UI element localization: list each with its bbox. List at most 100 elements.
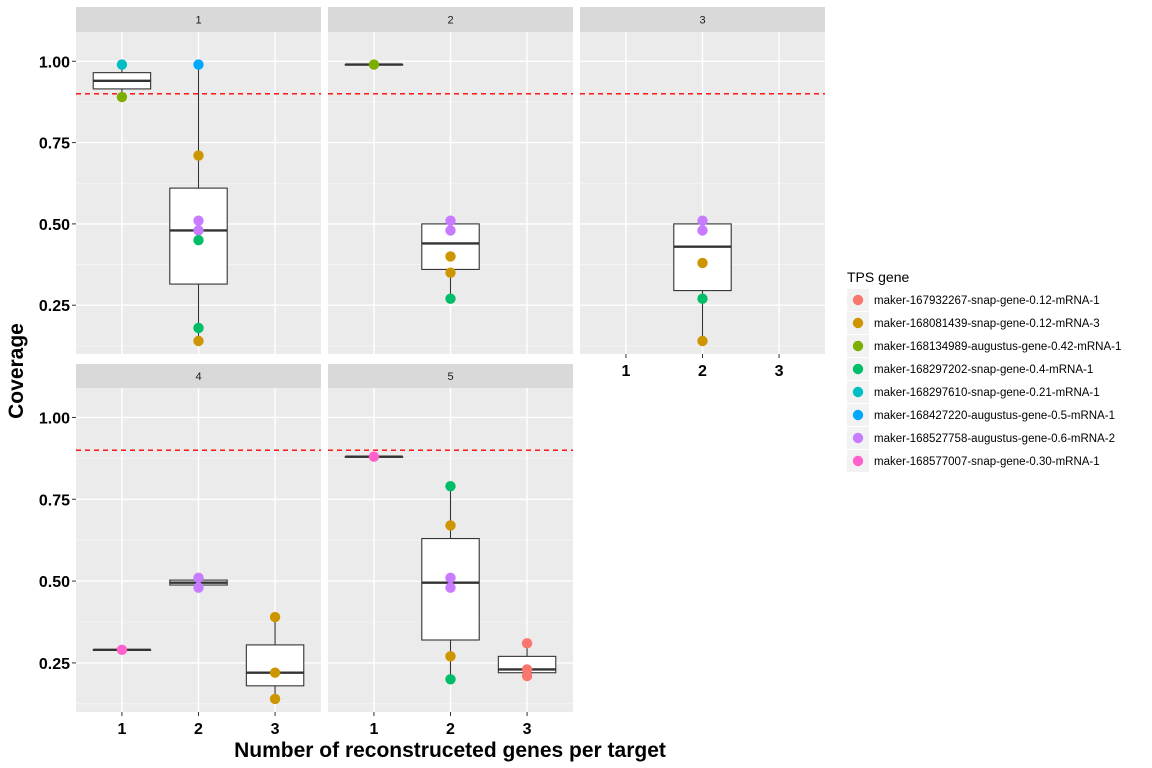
- data-point: [368, 59, 380, 70]
- data-point: [697, 215, 708, 226]
- y-tick-label: 1.00: [39, 54, 70, 71]
- facet-strip-label: 2: [447, 15, 453, 27]
- facet-strip: [580, 7, 825, 32]
- legend-label: maker-168081439-snap-gene-0.12-mRNA-3: [874, 318, 1100, 330]
- x-tick-label: 2: [194, 721, 203, 738]
- y-axis-title: Coverage: [5, 323, 28, 419]
- box-iqr: [245, 644, 305, 687]
- boxplot-box: [421, 486, 480, 680]
- data-point: [193, 225, 204, 236]
- facet-panel-4: 4: [76, 364, 321, 712]
- facet-panel-1: 1: [76, 7, 321, 354]
- data-point: [445, 572, 456, 584]
- legend: TPS gene maker-167932267-snap-gene-0.12-…: [847, 269, 1121, 472]
- data-point: [193, 322, 204, 334]
- legend-swatch: [852, 409, 864, 421]
- legend-label: maker-168297202-snap-gene-0.4-mRNA-1: [874, 364, 1093, 376]
- data-point: [193, 215, 204, 226]
- facet-panel-3: 3: [580, 7, 825, 354]
- y-tick-label: 0.75: [39, 136, 70, 153]
- data-point: [193, 572, 204, 584]
- y-tick-label: 0.50: [39, 217, 70, 234]
- legend-label: maker-168577007-snap-gene-0.30-mRNA-1: [874, 456, 1100, 468]
- facet-strip-label: 1: [195, 15, 201, 27]
- y-tick-label: 0.25: [39, 298, 70, 315]
- legend-label: maker-168134989-augustus-gene-0.42-mRNA-…: [874, 341, 1121, 353]
- y-tick-label: 1.00: [39, 410, 70, 427]
- legend-label: maker-167932267-snap-gene-0.12-mRNA-1: [874, 295, 1100, 307]
- facet-strip-label: 3: [699, 15, 705, 27]
- x-tick-label: 3: [523, 721, 532, 738]
- y-tick-label: 0.50: [39, 574, 70, 591]
- facet-strip-label: 4: [195, 371, 201, 383]
- legend-swatch: [852, 455, 864, 467]
- x-tick-label: 3: [271, 721, 280, 738]
- data-point: [193, 234, 204, 246]
- legend-label: maker-168527758-augustus-gene-0.6-mRNA-2: [874, 433, 1115, 445]
- data-point: [269, 667, 281, 678]
- x-tick-label: 3: [775, 363, 784, 380]
- data-point: [269, 693, 281, 705]
- facet-strip: [328, 364, 573, 388]
- legend-label: maker-168427220-augustus-gene-0.5-mRNA-1: [874, 410, 1115, 422]
- legend-swatch: [852, 386, 864, 398]
- y-tick-label: 0.25: [39, 656, 70, 673]
- legend-entry: maker-168527758-augustus-gene-0.6-mRNA-2: [847, 427, 1115, 449]
- data-point: [368, 451, 380, 462]
- legend-swatch: [852, 317, 864, 329]
- legend-swatch: [852, 294, 864, 306]
- data-point: [193, 335, 204, 347]
- data-point: [445, 582, 456, 593]
- data-point: [116, 91, 128, 103]
- facet-strip: [328, 7, 573, 32]
- data-point: [193, 582, 204, 593]
- legend-entry: maker-168577007-snap-gene-0.30-mRNA-1: [847, 450, 1100, 472]
- data-point: [445, 267, 456, 278]
- legend-entries: maker-167932267-snap-gene-0.12-mRNA-1 mak…: [847, 289, 1121, 472]
- x-axis-title: Number of reconstruceted genes per targe…: [234, 739, 666, 762]
- x-tick-label: 2: [446, 721, 455, 738]
- y-tick-label: 0.75: [39, 492, 70, 509]
- legend-swatch: [852, 340, 864, 352]
- boxplot-box: [245, 617, 305, 699]
- data-point: [445, 651, 456, 662]
- boxplot-box: [92, 64, 152, 98]
- data-point: [445, 674, 456, 685]
- facet-strip: [76, 364, 321, 388]
- data-point: [697, 293, 708, 304]
- data-point: [269, 611, 281, 623]
- legend-swatch: [852, 432, 864, 444]
- data-point: [116, 644, 128, 656]
- data-point: [193, 150, 204, 161]
- data-point: [445, 251, 456, 262]
- facet-panels: 1 2 3 4 5: [76, 7, 825, 712]
- legend-entry: maker-167932267-snap-gene-0.12-mRNA-1: [847, 289, 1100, 311]
- data-point: [697, 225, 708, 236]
- data-point: [697, 335, 708, 347]
- legend-title: TPS gene: [847, 269, 909, 285]
- legend-swatch: [852, 363, 864, 375]
- data-point: [116, 59, 128, 70]
- data-point: [193, 59, 204, 70]
- x-tick-label: 1: [621, 363, 630, 380]
- facet-panel-2: 2: [328, 7, 573, 354]
- data-point: [521, 670, 533, 682]
- axis-ticks: 0.25 0.50 0.75 1.00 0.25 0.50 0.75 1.00 1 2 3 1 2 3 1 2…: [39, 54, 784, 738]
- data-point: [445, 215, 456, 226]
- data-point: [445, 293, 456, 304]
- facet-panel-5: 5: [328, 364, 573, 712]
- legend-entry: maker-168297610-snap-gene-0.21-mRNA-1: [847, 381, 1100, 403]
- legend-entry: maker-168427220-augustus-gene-0.5-mRNA-1: [847, 404, 1115, 426]
- data-point: [445, 520, 456, 531]
- legend-entry: maker-168297202-snap-gene-0.4-mRNA-1: [847, 358, 1093, 380]
- data-point: [521, 638, 533, 649]
- legend-entry: maker-168081439-snap-gene-0.12-mRNA-3: [847, 312, 1100, 334]
- legend-label: maker-168297610-snap-gene-0.21-mRNA-1: [874, 387, 1100, 399]
- x-tick-label: 1: [117, 721, 126, 738]
- box-iqr: [421, 537, 480, 641]
- facet-strip: [76, 7, 321, 32]
- x-tick-label: 2: [698, 363, 707, 380]
- data-point: [697, 257, 708, 269]
- legend-entry: maker-168134989-augustus-gene-0.42-mRNA-…: [847, 335, 1121, 357]
